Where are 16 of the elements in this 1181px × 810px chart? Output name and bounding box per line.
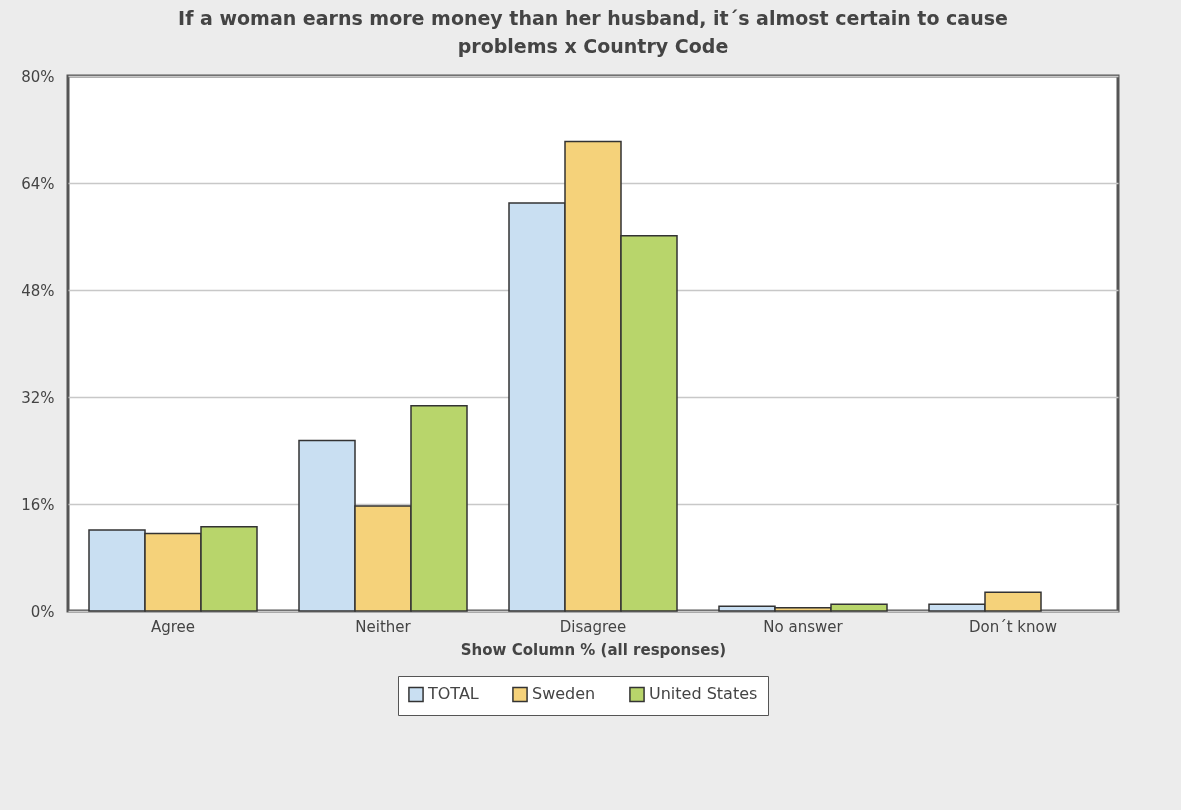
y-tick-label: 80%: [21, 67, 55, 86]
y-tick-label: 0%: [30, 602, 55, 621]
x-axis-title: Show Column % (all responses): [460, 640, 727, 659]
legend-label: Sweden: [532, 684, 596, 704]
x-tick-label: No answer: [763, 617, 844, 636]
x-tick-label: Don´t know: [968, 617, 1058, 636]
x-tick-label: Neither: [355, 617, 412, 636]
x-tick-label: Disagree: [559, 617, 627, 636]
x-tick-label: Agree: [150, 617, 196, 636]
y-tick-label: 48%: [21, 281, 55, 300]
legend-label: United States: [649, 684, 758, 704]
y-tick-label: 32%: [21, 388, 55, 407]
y-tick-label: 64%: [21, 174, 55, 193]
y-tick-label: 16%: [21, 495, 55, 514]
legend-label: TOTAL: [427, 684, 479, 704]
chart-title: If a woman earns more money than her husband, it´s almost certain to cause problems x Country Code: [178, 7, 1008, 57]
